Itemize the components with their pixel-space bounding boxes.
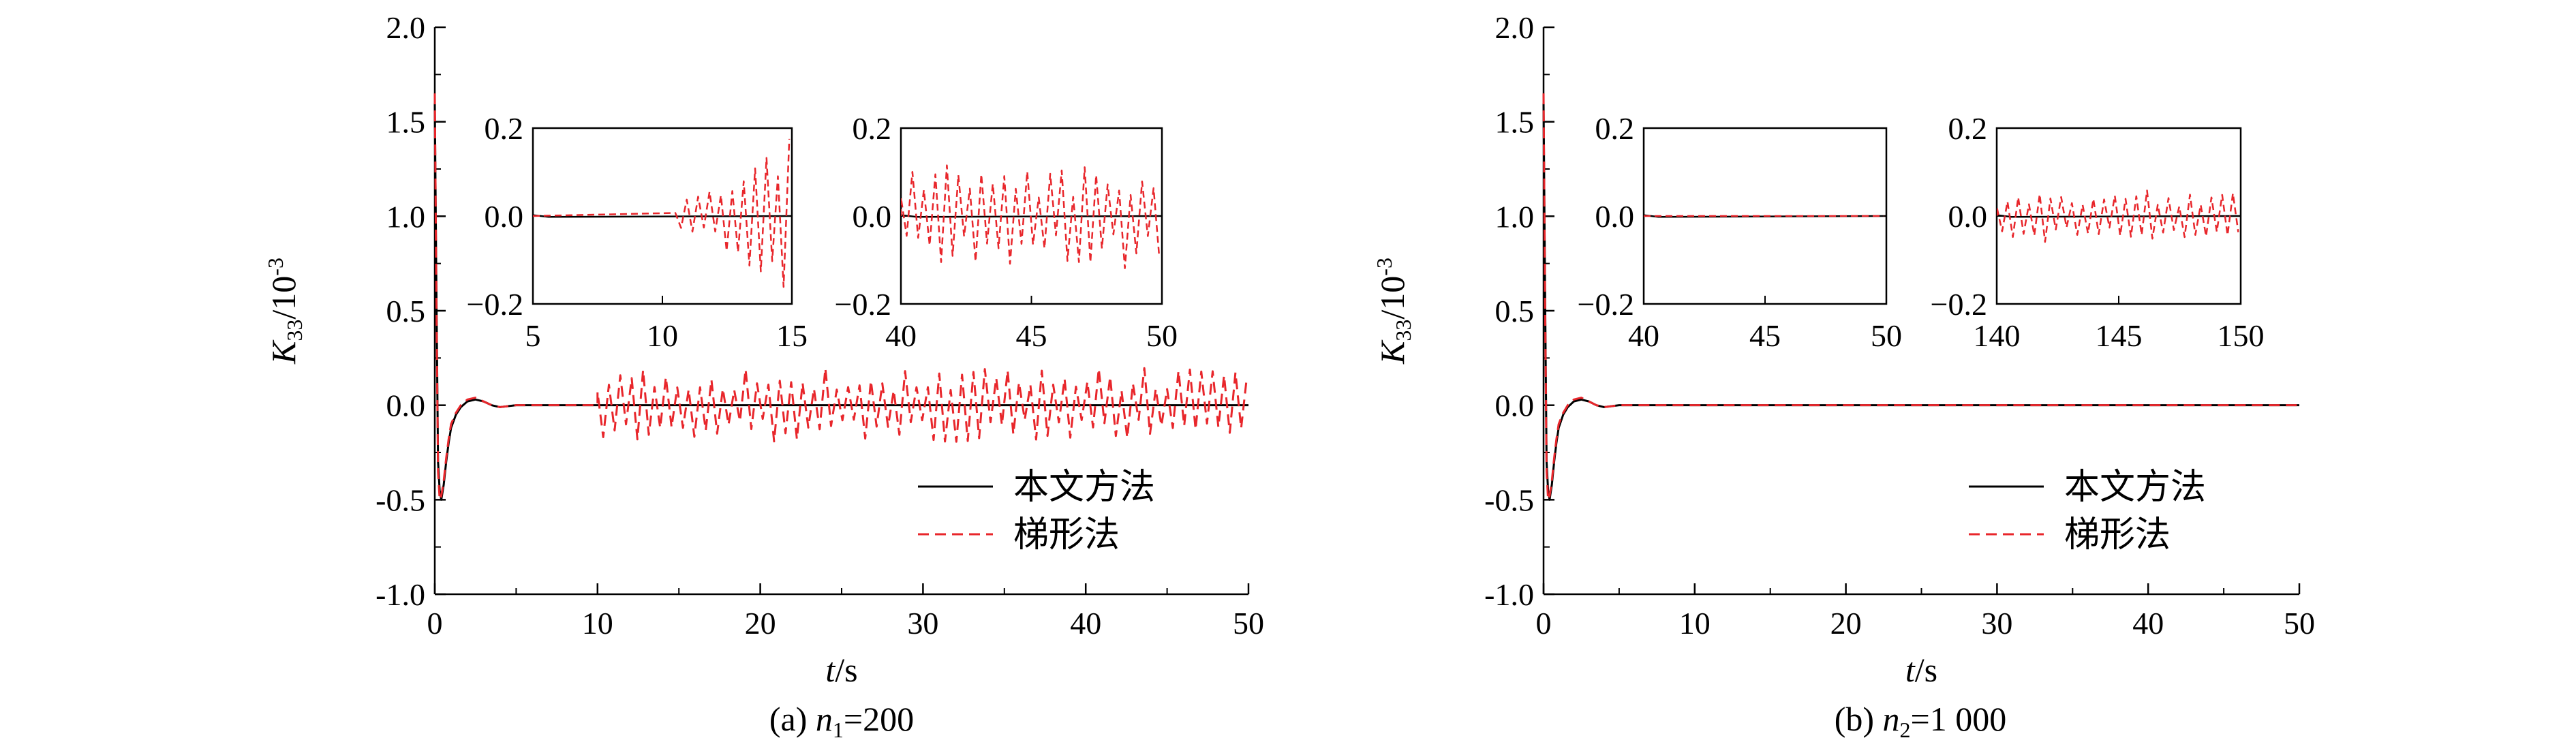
inset-y-tick-label: 0.2 bbox=[853, 111, 892, 146]
y-tick-label: -1.0 bbox=[375, 577, 425, 612]
panel-caption: (a) n1=200 bbox=[769, 700, 914, 742]
inset-y-tick-label: 0.0 bbox=[1948, 199, 1988, 234]
y-tick-label: 2.0 bbox=[386, 10, 426, 45]
inset-y-tick-label: 0.0 bbox=[853, 199, 892, 234]
x-axis-label: t/s bbox=[1905, 651, 1937, 689]
y-tick-label: 1.5 bbox=[1495, 105, 1535, 140]
inset-x-tick-label: 45 bbox=[1749, 318, 1781, 353]
panel-caption-var: n bbox=[1883, 700, 1900, 738]
inset-x-tick-label: 40 bbox=[1628, 318, 1659, 353]
inset-series-proposed bbox=[1996, 214, 2241, 218]
y-tick-label: -1.0 bbox=[1484, 577, 1534, 612]
x-tick-label: 0 bbox=[1536, 606, 1552, 641]
x-axis-label-var: t bbox=[825, 651, 835, 689]
inset-x-tick-label: 5 bbox=[525, 318, 541, 353]
x-axis-label-var: t bbox=[1905, 651, 1916, 689]
inset-y-tick-label: −0.2 bbox=[467, 287, 523, 322]
inset-x-tick-label: 140 bbox=[1974, 318, 2021, 353]
inset-plot: 5 10 15 −0.2 0.0 0.2 bbox=[467, 111, 808, 353]
inset-y-tick-label: 0.2 bbox=[1948, 111, 1988, 146]
y-tick-label: 2.0 bbox=[1495, 10, 1535, 45]
y-tick-label: 1.5 bbox=[386, 105, 426, 140]
inset-x-tick-label: 145 bbox=[2096, 318, 2143, 353]
panel-caption: (b) n2=1 000 bbox=[1835, 700, 2007, 742]
y-tick-label: 0.5 bbox=[1495, 294, 1535, 328]
x-tick-label: 0 bbox=[427, 606, 443, 641]
y-tick-label: 0.0 bbox=[1495, 388, 1535, 423]
y-axis-label-exp: -3 bbox=[263, 258, 288, 276]
chart-panel-a: 0 10 20 30 40 50 -1.0 -0.5 0.0 0.5 1.0 1.5 2.0 K33/10… bbox=[263, 10, 1264, 742]
x-tick-label: 50 bbox=[1233, 606, 1264, 641]
inset-series-trapezoid bbox=[1997, 189, 2239, 243]
x-tick-label: 30 bbox=[907, 606, 938, 641]
inset-y-tick-label: 0.2 bbox=[485, 111, 524, 146]
y-axis-label: K33/10-3 bbox=[1372, 258, 1415, 365]
x-tick-label: 20 bbox=[745, 606, 776, 641]
panel-caption-label: (b) bbox=[1835, 700, 1883, 738]
y-axis-label-unit: /10 bbox=[264, 276, 303, 320]
y-axis-label-sub: 33 bbox=[282, 320, 307, 341]
y-tick-label: 0.0 bbox=[386, 388, 426, 423]
panel-caption-sub: 1 bbox=[833, 718, 844, 742]
series-line-trapezoid bbox=[433, 93, 1248, 501]
y-axis-label-var: K bbox=[1373, 339, 1411, 365]
panel-caption-var: n bbox=[816, 700, 833, 738]
panel-caption-label: (a) bbox=[769, 700, 816, 738]
y-axis-label: K33/10-3 bbox=[263, 258, 307, 365]
inset-x-tick-label: 15 bbox=[776, 318, 808, 353]
y-tick-label: 0.5 bbox=[386, 294, 426, 328]
legend-label-proposed: 本文方法 bbox=[1013, 468, 1155, 507]
y-axis-label-sub: 33 bbox=[1391, 320, 1415, 341]
inset-x-tick-label: 50 bbox=[1146, 318, 1178, 353]
panel-caption-value: =1 000 bbox=[1911, 700, 2007, 738]
x-tick-label: 40 bbox=[1070, 606, 1101, 641]
y-axis-label-var: K bbox=[264, 339, 303, 365]
inset-plot: 40 45 50 −0.2 0.0 0.2 bbox=[835, 111, 1178, 353]
inset-plot: 140 145 150 −0.2 0.0 0.2 bbox=[1931, 111, 2265, 353]
x-tick-label: 50 bbox=[2284, 606, 2315, 641]
inset-y-tick-label: −0.2 bbox=[835, 287, 891, 322]
y-axis-label-unit: /10 bbox=[1373, 276, 1411, 320]
y-tick-label: 1.0 bbox=[386, 199, 426, 234]
inset-x-tick-label: 10 bbox=[647, 318, 678, 353]
inset-y-tick-label: −0.2 bbox=[1578, 287, 1634, 322]
inset-y-tick-label: 0.0 bbox=[1595, 199, 1635, 234]
series-line-trapezoid bbox=[1542, 93, 2299, 501]
legend-label-trapezoid: 梯形法 bbox=[2064, 516, 2171, 555]
panel-caption-value: =200 bbox=[844, 700, 914, 738]
y-tick-label: -0.5 bbox=[375, 482, 425, 517]
x-tick-label: 30 bbox=[1981, 606, 2012, 641]
inset-x-tick-label: 50 bbox=[1871, 318, 1902, 353]
inset-x-tick-label: 150 bbox=[2218, 318, 2265, 353]
x-tick-label: 10 bbox=[1679, 606, 1711, 641]
inset-plot: 40 45 50 −0.2 0.0 0.2 bbox=[1578, 111, 1902, 353]
x-axis-label-unit: /s bbox=[835, 651, 857, 689]
legend-label-trapezoid: 梯形法 bbox=[1013, 516, 1120, 555]
y-tick-label: 1.0 bbox=[1495, 199, 1535, 234]
x-axis-label: t/s bbox=[825, 651, 857, 689]
x-tick-label: 20 bbox=[1830, 606, 1862, 641]
x-tick-label: 10 bbox=[582, 606, 613, 641]
inset-x-tick-label: 40 bbox=[885, 318, 917, 353]
x-tick-label: 40 bbox=[2132, 606, 2164, 641]
y-axis-label-exp: -3 bbox=[1372, 258, 1396, 276]
inset-y-tick-label: 0.2 bbox=[1595, 111, 1635, 146]
chart-panel-b: 0 10 20 30 40 50 -1.0 -0.5 0.0 0.5 1.0 1.5 2.0 K33/10… bbox=[1372, 10, 2315, 742]
inset-series-trapezoid bbox=[533, 138, 791, 288]
panel-caption-sub: 2 bbox=[1900, 718, 1911, 742]
inset-x-tick-label: 45 bbox=[1016, 318, 1047, 353]
y-tick-label: -0.5 bbox=[1484, 482, 1534, 517]
x-axis-label-unit: /s bbox=[1915, 651, 1937, 689]
inset-y-tick-label: 0.0 bbox=[485, 199, 524, 234]
legend-label-proposed: 本文方法 bbox=[2064, 468, 2206, 507]
inset-series-trapezoid bbox=[901, 164, 1161, 269]
inset-y-tick-label: −0.2 bbox=[1931, 287, 1987, 322]
